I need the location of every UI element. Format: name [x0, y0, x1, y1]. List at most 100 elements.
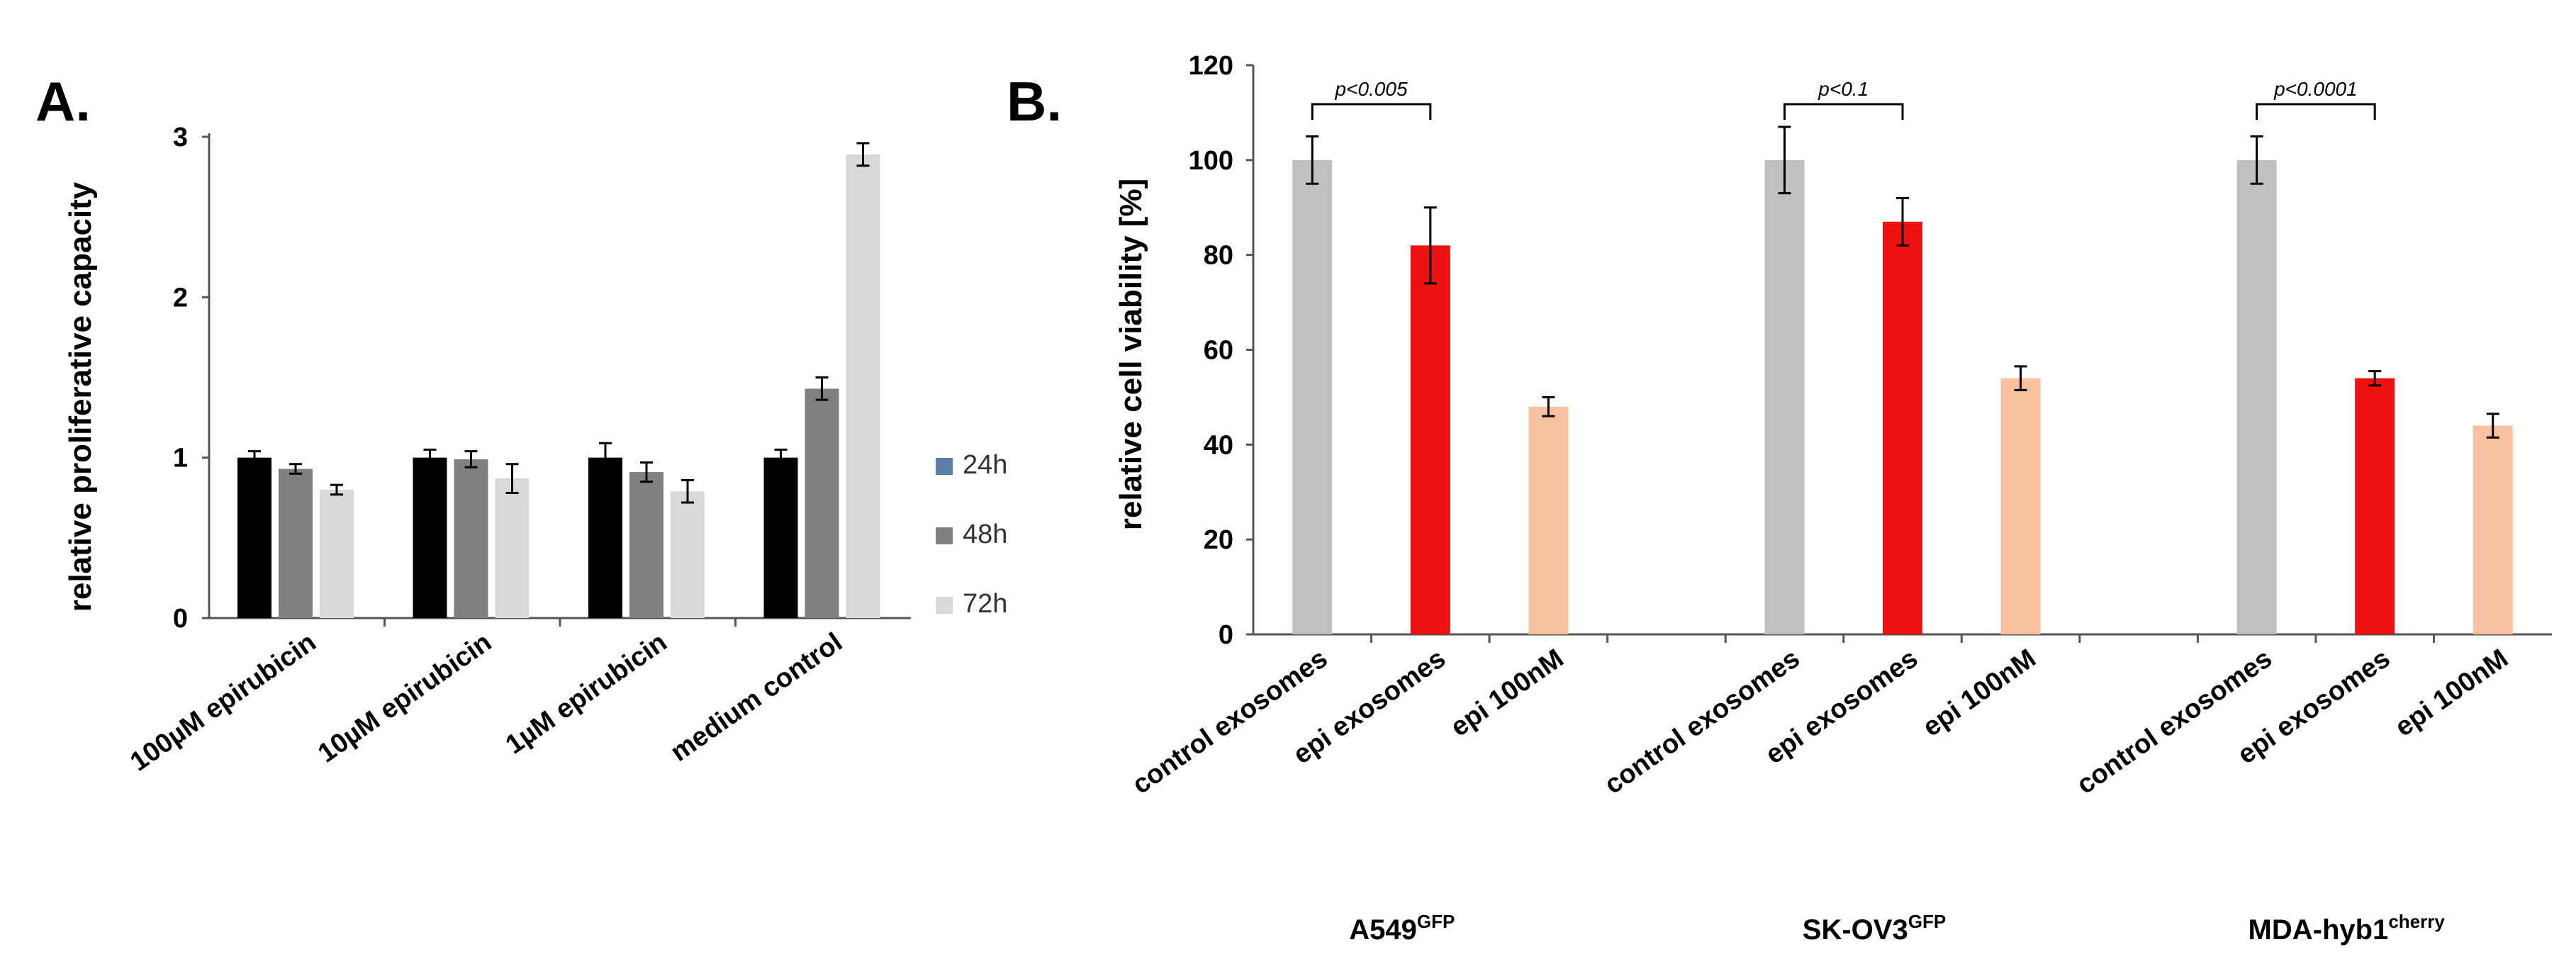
panel-a-error-bar [774, 448, 788, 467]
panel-a-y-axis-label: relative proliferative capacity [63, 181, 98, 612]
panel-a-error-bar [856, 142, 870, 167]
panel-a-bar [846, 154, 880, 618]
panel-b-significance-bracket: p<0.005 [1311, 78, 1432, 120]
panel-b-y-tick-label: 80 [1204, 241, 1233, 271]
panel-a-error-bar [464, 450, 478, 469]
panel-b-error-bar [1778, 125, 1791, 195]
panel-a-error-bar [640, 461, 653, 483]
panel-b-significance-bracket: p<0.0001 [2256, 78, 2376, 120]
panel-b-y-tick-label: 0 [1219, 620, 1233, 650]
panel-a-bar [279, 469, 313, 618]
panel-a-bar [805, 388, 839, 618]
panel-a-error-bar [599, 442, 612, 473]
panel-b-bar [1528, 406, 1569, 634]
panel-b-error-bar [1896, 196, 1909, 247]
panel-b-p-value-label: p<0.1 [1818, 78, 1869, 100]
panel-b-error-bar [2250, 135, 2263, 185]
panel-b-bracket-line [2256, 103, 2376, 120]
panel-a-legend-label: 48h [963, 520, 1007, 549]
panel-b-y-tick-label: 40 [1204, 430, 1233, 460]
panel-a-bar [629, 472, 663, 618]
panel-b-error-bar [2014, 365, 2027, 391]
panel-a-category-label: medium control [666, 627, 849, 768]
panel-a-bar [320, 489, 354, 618]
panel-b-bar [1292, 159, 1333, 635]
panel-a-legend-swatch [936, 458, 953, 475]
panel-b-bars [1292, 125, 2513, 635]
panel-a-legend-label: 24h [963, 450, 1007, 480]
panel-a-category-label: 1µM epirubicin [500, 627, 673, 760]
panel-a-y-tick-label: 2 [173, 283, 188, 313]
panel-a-y-ticks: 0 1 2 3 [173, 123, 209, 634]
panel-b-p-value-label: p<0.005 [1335, 78, 1408, 100]
panel-b-bar [2000, 378, 2041, 634]
panel-b-error-bar [2486, 413, 2499, 439]
panel-a-y-tick-label: 3 [173, 123, 188, 152]
panel-a-bar [413, 457, 447, 618]
panel-a-error-bar [815, 376, 829, 401]
panel-b-group-label: MDA-hyb1cherry [2249, 911, 2446, 946]
panel-b-significance-annotations: p<0.005 p<0.1 p<0.0001 [1311, 78, 2376, 120]
panel-a: A. relative proliferative capacity 0123 … [35, 70, 1007, 778]
panel-a-legend: 24h 48h 72h [936, 450, 1007, 619]
panel-a-bar [763, 457, 798, 618]
panel-a-error-bar [505, 463, 519, 494]
panel-b: B. relative cell viability [%] 0 20 40 60 80… [1007, 51, 2552, 946]
panel-a-y-tick-label: 1 [173, 444, 188, 473]
panel-b-bar [1764, 159, 1805, 635]
panel-b-bar [2236, 159, 2277, 635]
panel-b-group-label: SK-OV3GFP [1803, 911, 1946, 946]
panel-a-legend-label: 72h [963, 589, 1007, 619]
panel-a-label: A. [35, 70, 91, 133]
panel-a-bar [588, 457, 622, 618]
panel-a-category-label: 100µM epirubicin [125, 627, 321, 778]
panel-b-group-superscript: cherry [2388, 911, 2445, 932]
panel-b-bar [1883, 221, 1922, 634]
panel-b-group-name: MDA-hyb1 [2249, 914, 2389, 946]
panel-a-legend-swatch [936, 527, 953, 544]
panel-a-legend-swatch [936, 597, 953, 614]
panel-b-y-tick-label: 100 [1189, 146, 1233, 176]
panel-b-error-bar [1306, 135, 1319, 185]
panel-a-bar [495, 478, 530, 618]
panel-b-bracket-line [1311, 103, 1432, 120]
panel-b-error-bar [1423, 206, 1437, 285]
panel-a-error-bar [681, 478, 694, 504]
panel-b-category-label: epi 100nM [1917, 644, 2042, 743]
panel-a-bar [237, 457, 271, 618]
panel-b-group-name: A549 [1349, 914, 1417, 946]
panel-a-error-bar [423, 448, 437, 467]
panel-a-category-label: 10µM epirubicin [313, 627, 497, 769]
panel-a-bar [671, 491, 705, 618]
panel-b-group-name: SK-OV3 [1803, 914, 1908, 946]
panel-b-p-value-label: p<0.0001 [2273, 78, 2358, 100]
panel-b-group-label: A549GFP [1349, 911, 1455, 946]
panel-b-y-tick-label: 20 [1204, 525, 1233, 555]
panel-b-category-label: epi 100nM [1445, 644, 1569, 743]
panel-b-group-labels: A549GFP SK-OV3GFP MDA-hyb1cherry [1349, 911, 2445, 946]
panel-b-bar [1410, 245, 1450, 634]
panel-b-significance-bracket: p<0.1 [1783, 78, 1904, 120]
panel-b-category-label: control exosomes [1127, 644, 1333, 800]
panel-b-error-bar [2368, 370, 2382, 387]
panel-b-label: B. [1007, 70, 1062, 133]
panel-a-bar [454, 459, 488, 618]
panel-b-category-label: control exosomes [2071, 644, 2277, 800]
panel-a-error-bar [289, 463, 302, 475]
panel-b-y-axis-label: relative cell viability [%] [1114, 179, 1148, 530]
panel-b-group-superscript: GFP [1908, 911, 1946, 932]
panel-a-bars [237, 142, 880, 618]
panel-b-y-tick-label: 60 [1204, 336, 1233, 366]
panel-a-error-bar [248, 450, 261, 466]
panel-a-error-bar [330, 483, 343, 496]
panel-b-y-ticks: 0 20 40 60 80 100 120 [1189, 51, 1253, 650]
panel-b-bar [2473, 425, 2513, 634]
panel-b-group-superscript: GFP [1417, 911, 1455, 932]
panel-b-bar [2355, 378, 2395, 634]
panel-b-category-label: epi 100nM [2390, 644, 2514, 743]
panel-b-y-tick-label: 120 [1189, 51, 1233, 81]
panel-a-y-tick-label: 0 [173, 604, 188, 634]
